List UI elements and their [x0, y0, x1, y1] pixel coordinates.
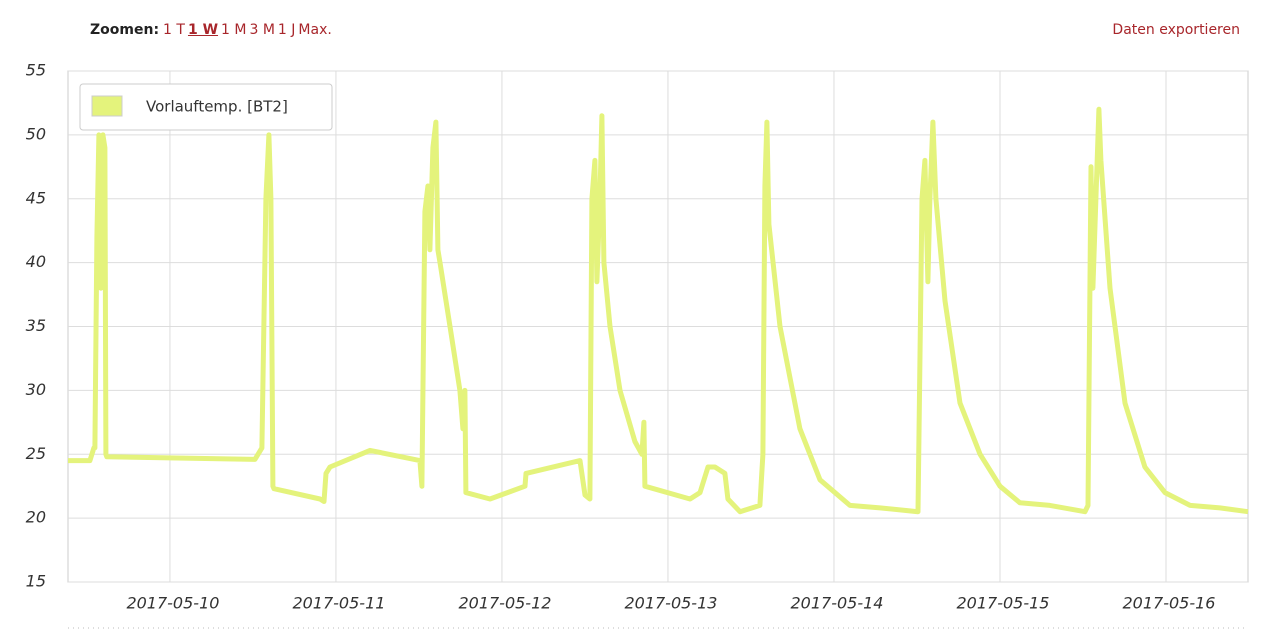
x-tick-label: 2017-05-16: [1122, 594, 1215, 613]
zoom-option[interactable]: 1 W: [187, 22, 219, 38]
x-tick-label: 2017-05-10: [126, 594, 219, 613]
y-tick-label: 55: [26, 61, 46, 80]
x-tick-label: 2017-05-14: [790, 594, 883, 613]
zoom-option[interactable]: 1 J: [277, 22, 296, 38]
legend-box: [79, 83, 333, 131]
y-tick-label: 30: [26, 380, 46, 399]
y-tick-label: 45: [26, 188, 46, 207]
y-tick-label: 50: [26, 124, 46, 143]
zoom-option[interactable]: 3 M: [249, 22, 275, 38]
y-tick-label: 35: [26, 316, 46, 335]
zoom-label: Zoomen:: [90, 22, 160, 38]
x-tick-label: 2017-05-13: [624, 594, 717, 613]
legend-label: Vorlauftemp. [BT2]: [146, 98, 288, 116]
zoom-option[interactable]: Max.: [298, 22, 332, 38]
data-line: [68, 106, 1249, 515]
zoom-option[interactable]: 1 M: [221, 22, 247, 38]
x-tick-label: 2017-05-11: [292, 594, 385, 613]
y-tick-label: 15: [26, 572, 46, 591]
y-tick-label: 25: [26, 444, 46, 463]
legend: Vorlauftemp. [BT2]: [79, 83, 333, 131]
y-tick-label: 40: [26, 252, 46, 271]
x-tick-label: 2017-05-15: [956, 594, 1049, 613]
legend-swatch: [91, 95, 123, 117]
zoom-option[interactable]: 1 T: [163, 22, 185, 38]
export-link[interactable]: Daten exportieren: [1112, 22, 1240, 38]
x-tick-label: 2017-05-12: [458, 594, 551, 613]
y-tick-label: 20: [26, 508, 46, 527]
